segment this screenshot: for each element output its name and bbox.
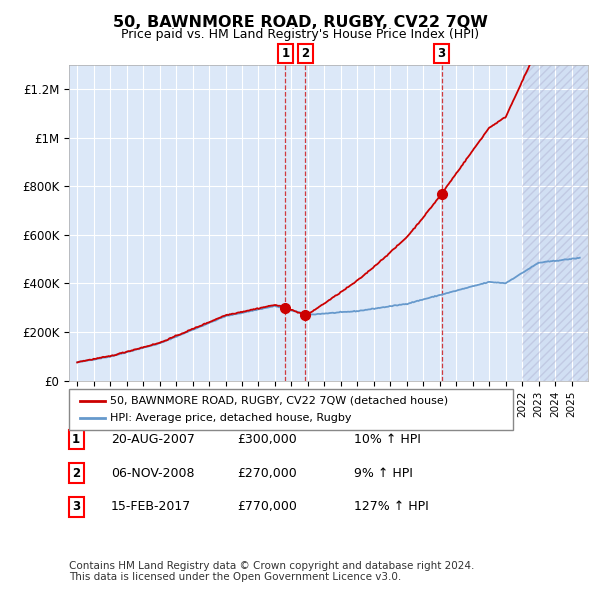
Text: This data is licensed under the Open Government Licence v3.0.: This data is licensed under the Open Gov… — [69, 572, 401, 582]
Text: 10% ↑ HPI: 10% ↑ HPI — [354, 433, 421, 446]
Text: 1: 1 — [281, 47, 290, 60]
Text: 50, BAWNMORE ROAD, RUGBY, CV22 7QW: 50, BAWNMORE ROAD, RUGBY, CV22 7QW — [113, 15, 487, 30]
Bar — [522, 65, 588, 381]
Text: 1: 1 — [72, 433, 80, 446]
Text: Price paid vs. HM Land Registry's House Price Index (HPI): Price paid vs. HM Land Registry's House … — [121, 28, 479, 41]
Text: HPI: Average price, detached house, Rugby: HPI: Average price, detached house, Rugb… — [110, 413, 352, 423]
Text: £300,000: £300,000 — [237, 433, 297, 446]
Text: 127% ↑ HPI: 127% ↑ HPI — [354, 500, 429, 513]
Text: 2: 2 — [72, 467, 80, 480]
Text: 50, BAWNMORE ROAD, RUGBY, CV22 7QW (detached house): 50, BAWNMORE ROAD, RUGBY, CV22 7QW (deta… — [110, 396, 448, 406]
Text: 9% ↑ HPI: 9% ↑ HPI — [354, 467, 413, 480]
Bar — [522, 65, 588, 381]
Text: 3: 3 — [437, 47, 446, 60]
Text: 20-AUG-2007: 20-AUG-2007 — [111, 433, 195, 446]
Text: £770,000: £770,000 — [237, 500, 297, 513]
Text: 06-NOV-2008: 06-NOV-2008 — [111, 467, 194, 480]
Text: 3: 3 — [72, 500, 80, 513]
Text: 15-FEB-2017: 15-FEB-2017 — [111, 500, 191, 513]
Text: 2: 2 — [301, 47, 310, 60]
Text: Contains HM Land Registry data © Crown copyright and database right 2024.: Contains HM Land Registry data © Crown c… — [69, 562, 475, 571]
Text: £270,000: £270,000 — [237, 467, 297, 480]
